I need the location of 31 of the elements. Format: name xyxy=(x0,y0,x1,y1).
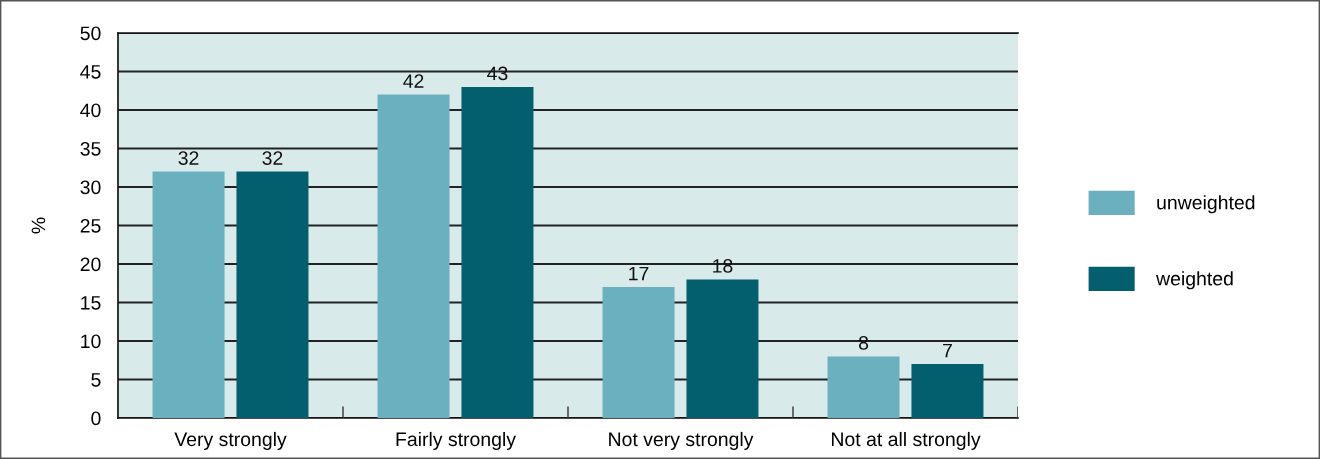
bar xyxy=(827,356,900,418)
data-label: 17 xyxy=(629,266,649,281)
y-tick-label: 40 xyxy=(80,103,101,118)
y-tick-label: 50 xyxy=(80,26,101,41)
bar xyxy=(236,171,309,418)
bar xyxy=(602,287,675,418)
bar xyxy=(686,279,759,418)
bar xyxy=(377,94,450,418)
bar xyxy=(152,171,225,418)
y-axis-title: % xyxy=(31,217,46,234)
y-tick-label: 5 xyxy=(91,373,101,387)
x-tick-label: Not very strongly xyxy=(609,431,754,451)
y-tick-label: 15 xyxy=(81,296,101,310)
bar xyxy=(911,364,984,418)
legend-label: weighted xyxy=(1156,271,1233,290)
y-tick-label: 30 xyxy=(80,180,101,195)
y-tick-label: 45 xyxy=(80,65,101,79)
data-label: 42 xyxy=(403,74,424,88)
y-tick-label: 35 xyxy=(80,141,101,156)
data-label: 32 xyxy=(178,151,199,165)
bar xyxy=(461,86,534,418)
y-tick-label: 20 xyxy=(80,257,101,272)
x-tick-label: Fairly strongly xyxy=(396,431,516,451)
y-tick-label: 10 xyxy=(81,334,101,349)
y-tick-label: 25 xyxy=(80,218,101,233)
data-label: 7 xyxy=(943,343,952,358)
legend-label: unweighted xyxy=(1157,195,1255,214)
y-tick-label: 0 xyxy=(91,411,101,426)
data-label: 32 xyxy=(262,151,283,165)
x-tick-label: Very strongly xyxy=(174,431,287,451)
x-tick-label: Not at all strongly xyxy=(831,431,981,451)
